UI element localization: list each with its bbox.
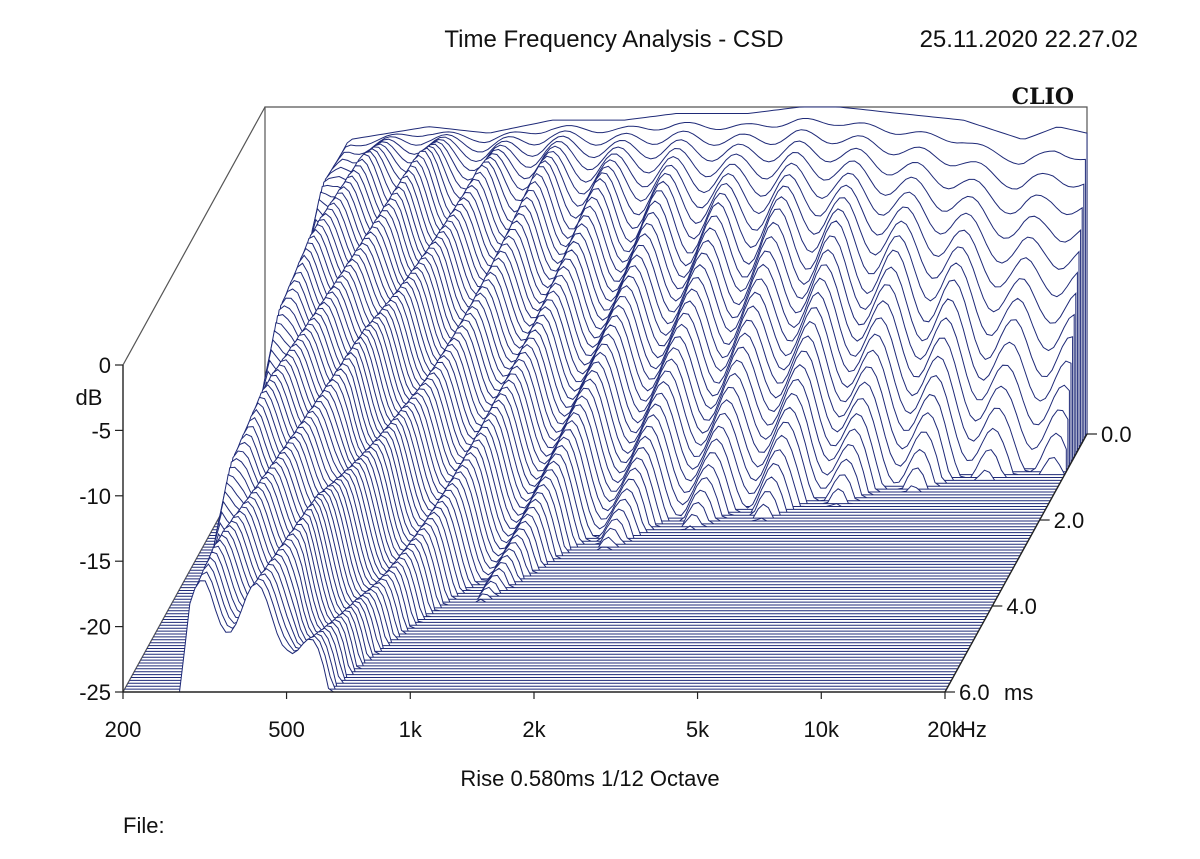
- y-tick-label: -15: [79, 549, 111, 574]
- x-tick-label: 20k: [927, 717, 963, 742]
- x-tick-label: 200: [105, 717, 142, 742]
- z-tick-label: 6.0: [959, 680, 990, 705]
- file-label: File:: [123, 813, 165, 838]
- y-axis-unit: dB: [76, 385, 103, 410]
- z-tick-label: 2.0: [1054, 508, 1085, 533]
- timestamp: 25.11.2020 22.27.02: [920, 26, 1138, 53]
- z-axis-unit: ms: [1004, 680, 1033, 705]
- decay-slice: [131, 545, 953, 678]
- frame-left-top-edge: [122, 106, 266, 366]
- brand-logo-text: CLIO: [1012, 84, 1074, 110]
- decay-slice: [158, 461, 981, 629]
- z-axis-line: [944, 433, 1088, 693]
- y-tick-label: 0: [99, 353, 111, 378]
- z-tick-label: 4.0: [1006, 594, 1037, 619]
- y-tick-label: -10: [79, 484, 111, 509]
- decay-slice: [129, 551, 952, 681]
- y-tick-label: -20: [79, 615, 111, 640]
- decay-slice: [123, 580, 945, 693]
- x-tick-label: 500: [268, 717, 305, 742]
- analysis-settings: Rise 0.580ms 1/12 Octave: [460, 766, 719, 791]
- x-tick-label: 2k: [522, 717, 546, 742]
- x-tick-label: 5k: [686, 717, 710, 742]
- axes: 0 -5 -10 -15 -20 -25 200 500 1k 2k 5k 10k 20k 0.0 2.0 4…: [79, 353, 1131, 742]
- x-tick-label: 1k: [399, 717, 423, 742]
- x-tick-label: 10k: [804, 717, 840, 742]
- y-tick-label: -5: [91, 418, 111, 443]
- z-tick-label: 0.0: [1101, 422, 1132, 447]
- x-axis-unit: Hz: [960, 717, 987, 742]
- y-tick-label: -25: [79, 680, 111, 705]
- chart-title: Time Frequency Analysis - CSD: [444, 26, 783, 53]
- waterfall-slices: [123, 106, 1088, 693]
- decay-slice: [159, 456, 982, 626]
